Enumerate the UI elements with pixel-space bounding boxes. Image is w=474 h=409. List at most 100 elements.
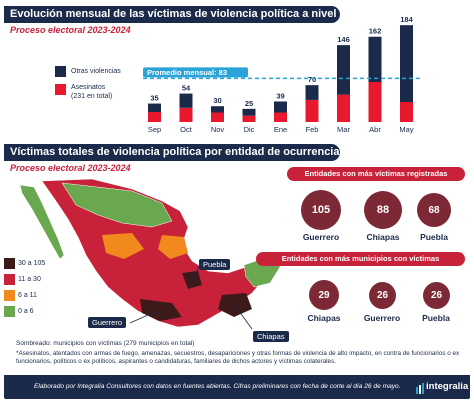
x-tick-label-dic: Dic	[244, 125, 255, 134]
bar-total-label-mar: 146	[337, 35, 350, 44]
circle-state-2-label: Chiapas	[366, 232, 400, 242]
circle-state-1: 105	[301, 190, 341, 230]
map-orange-region-2	[158, 235, 188, 259]
map-legend-swatch-2	[4, 274, 15, 285]
footer-text: Elaborado por Integralia Consultores con…	[34, 383, 401, 390]
circle-muni-2-value: 26	[376, 290, 389, 301]
circle-state-1-label: Guerrero	[302, 232, 340, 242]
circle-muni-2-label: Guerrero	[363, 313, 401, 323]
map-north-region	[61, 182, 173, 228]
pill-top-states-label: Entidades con más víctimas registradas	[304, 169, 448, 178]
bar-asesinatos-mar	[337, 94, 350, 122]
footer-bar: Elaborado por Integralia Consultores con…	[4, 375, 470, 399]
bar-total-label-ene: 39	[276, 91, 284, 100]
circle-muni-2: 26	[369, 282, 396, 309]
map-legend-swatch-1	[4, 258, 15, 269]
bar-otras-sep	[148, 103, 161, 112]
bar-asesinatos-feb	[305, 99, 319, 122]
x-tick-label-sep: Sep	[148, 125, 161, 134]
map-tag-puebla: Puebla	[199, 259, 231, 270]
legend-sublabel-asesinatos: (231 en total)	[71, 93, 113, 100]
section1-title-bar: Evolución mensual de las víctimas de vio…	[4, 6, 340, 23]
mexico-map	[19, 178, 281, 330]
average-label: Promedio mensual: 83	[147, 68, 227, 77]
x-tick-label-abr: Abr	[369, 125, 381, 134]
map-legend-label-1: 30 a 105	[18, 260, 46, 267]
x-tick-label-nov: Nov	[211, 125, 225, 134]
bar-otras-dic	[242, 108, 256, 116]
leader-line-puebla	[191, 264, 201, 280]
legend-swatch-asesinatos	[55, 84, 66, 95]
circle-state-2: 88	[364, 191, 402, 229]
map-orange-region-1	[102, 233, 144, 259]
pill-top-munis-label: Entidades con más municipios con víctima…	[281, 254, 440, 263]
circle-state-3: 68	[417, 193, 451, 227]
bar-otras-feb	[305, 85, 319, 100]
footnote: *Asesinatos, atentados con armas de fueg…	[16, 350, 460, 365]
bar-total-label-feb: 70	[308, 75, 316, 84]
circle-state-3-value: 68	[428, 204, 440, 216]
bar-total-label-nov: 30	[213, 96, 221, 105]
circle-muni-3-value: 26	[430, 290, 443, 301]
bar-total-label-sep: 35	[150, 94, 158, 103]
circle-state-3-label: Puebla	[420, 232, 448, 242]
bar-otras-may	[400, 25, 413, 102]
section2-title-bar: Víctimas totales de violencia política p…	[4, 144, 340, 161]
bar-asesinatos-dic	[242, 115, 256, 122]
leader-line-guerrero	[129, 310, 158, 324]
average-label-box: Promedio mensual: 83	[143, 67, 248, 78]
bar-otras-ene	[274, 101, 287, 113]
map-legend-label-2: 11 a 30	[18, 276, 41, 283]
leader-line-chiapas	[235, 306, 253, 330]
map-tag-chiapas: Chiapas	[253, 331, 289, 342]
circle-muni-1-value: 29	[318, 289, 330, 301]
x-tick-label-oct: Oct	[180, 125, 193, 134]
legend-label-asesinatos: Asesinatos	[71, 84, 106, 91]
circle-muni-1: 29	[309, 280, 339, 310]
map-legend-swatch-3	[4, 290, 15, 301]
circle-muni-3-label: Puebla	[422, 313, 450, 323]
map-legend-label-4: 0 a 6	[18, 308, 34, 315]
legend-label-otras: Otras violencias	[71, 68, 121, 75]
pill-top-states: Entidades con más víctimas registradas	[287, 167, 465, 181]
circle-state-1-value: 105	[311, 204, 331, 216]
bar-total-label-oct: 54	[182, 84, 191, 93]
circle-state-2-value: 88	[376, 204, 390, 216]
bar-asesinatos-abr	[368, 82, 382, 122]
bar-otras-oct	[179, 93, 193, 108]
map-baja-california	[19, 184, 65, 260]
section1-title: Evolución mensual de las víctimas de vio…	[10, 8, 340, 20]
circle-muni-3: 26	[423, 282, 450, 309]
x-tick-label-ene: Ene	[274, 125, 287, 134]
section1-subtitle: Proceso electoral 2023-2024	[10, 25, 131, 35]
bar-otras-abr	[368, 36, 382, 82]
bar-total-label-dic: 25	[245, 99, 253, 108]
bar-asesinatos-ene	[274, 112, 287, 122]
bar-asesinatos-sep	[148, 112, 161, 122]
map-legend-swatch-4	[4, 306, 15, 317]
section2-title: Víctimas totales de violencia política p…	[10, 146, 340, 158]
map-dark-region-puebla	[182, 271, 202, 289]
section2-subtitle: Proceso electoral 2023-2024	[10, 163, 131, 173]
map-legend-label-3: 6 a 11	[18, 292, 37, 299]
footer-brand: integralia	[426, 381, 469, 392]
map-dark-region-chiapas	[218, 293, 252, 317]
bar-otras-mar	[337, 45, 350, 95]
bar-otras-nov	[211, 106, 224, 113]
bar-total-label-abr: 162	[369, 27, 382, 36]
circle-muni-1-label: Chiapas	[307, 313, 341, 323]
map-tag-guerrero: Guerrero	[88, 317, 127, 328]
legend-swatch-otras	[55, 66, 66, 77]
x-tick-label-may: May	[399, 125, 413, 134]
pill-top-munis: Entidades con más municipios con víctima…	[256, 252, 465, 266]
shaded-note: Sombreado: municipios con víctimas (279 …	[16, 340, 195, 347]
bar-asesinatos-oct	[179, 107, 193, 122]
x-tick-label-mar: Mar	[337, 125, 350, 134]
bar-asesinatos-nov	[211, 112, 224, 122]
bar-asesinatos-may	[400, 102, 413, 122]
bar-chart: 35 Sep 54 Oct 30 Nov 25 Dic 39 Ene 70 Feb 146 Mar 162 A…	[143, 15, 420, 134]
map-dark-region-guerrero	[140, 299, 182, 321]
integralia-logo-icon	[416, 381, 424, 394]
x-tick-label-feb: Feb	[306, 125, 319, 134]
bar-total-label-may: 184	[400, 15, 413, 24]
